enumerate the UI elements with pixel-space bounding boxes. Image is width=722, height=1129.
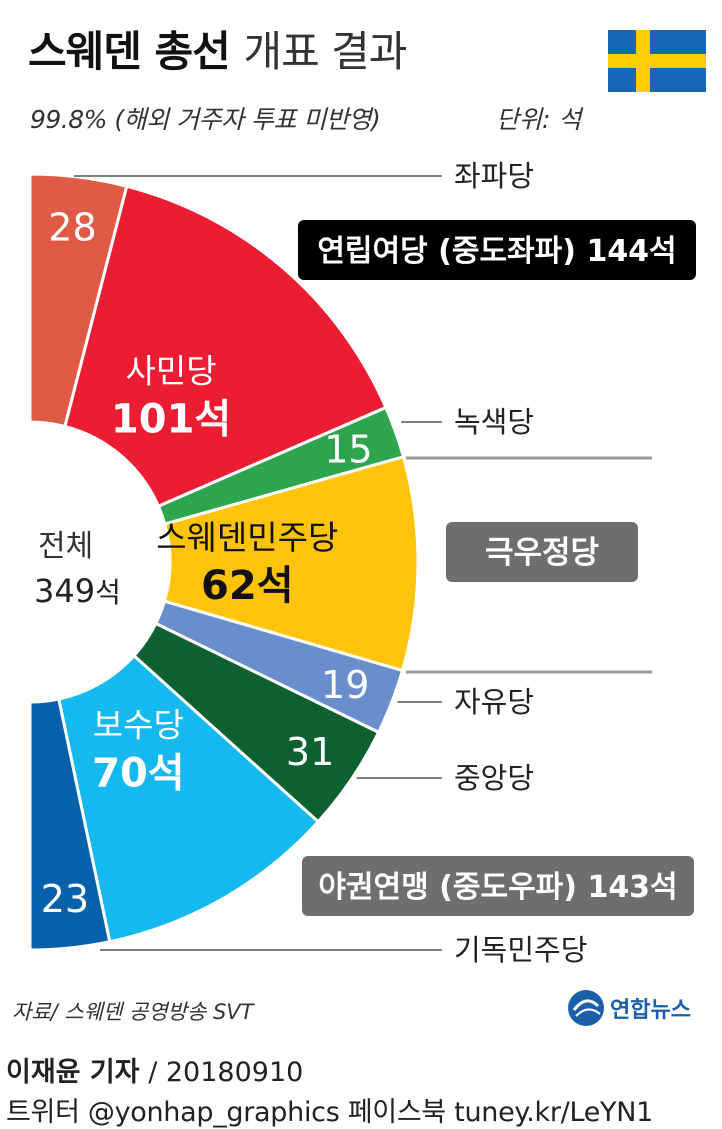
total-value: 349석 (34, 572, 121, 610)
bloc-badge: 야권연맹 (중도우파) 143석 (302, 856, 694, 916)
slice-labels: 28 사민당 101석 15 스웨덴민주당 62석 19 31 보수당 70석 23 전체 349석 (34, 206, 373, 922)
sweden-flag-icon (608, 30, 706, 92)
total-unit: 석 (95, 576, 121, 609)
reporter-name: 이재윤 기자 (6, 1057, 140, 1088)
slice-value-label: 31 (286, 730, 334, 774)
reporter-credit: 이재윤 기자 / 20180910 (6, 1050, 303, 1089)
bloc-badge: 극우정당 (446, 522, 638, 582)
slice-6 (57, 653, 321, 944)
source-note: 자료/ 스웨덴 공영방송 SVT (12, 1000, 254, 1024)
total-number: 349 (34, 572, 95, 610)
slice-name-label: 스웨덴민주당 (156, 518, 338, 557)
bloc-badge-label: 야권연맹 (중도우파) 143석 (318, 870, 677, 905)
reporter-date: / 20180910 (148, 1057, 304, 1088)
slice-value-label: 15 (324, 428, 372, 472)
slice-1 (63, 184, 388, 509)
globe-icon (568, 990, 604, 1026)
party-label: 기독민주당 (454, 933, 587, 967)
party-label: 자유당 (454, 685, 534, 719)
bloc-badge-bg (302, 856, 694, 916)
slice-name-label: 보수당 (93, 705, 184, 744)
party-label: 중앙당 (454, 761, 534, 795)
bloc-badge: 연립여당 (중도좌파) 144석 (298, 220, 696, 280)
slices (28, 172, 420, 952)
logo-text: 연합뉴스 (610, 997, 691, 1023)
party-label: 녹색당 (454, 405, 534, 439)
subtitle: 99.8% (해외 거주자 투표 미반영) (30, 105, 381, 134)
title-bold: 스웨덴 총선 (28, 27, 231, 76)
yonhap-logo: 연합뉴스 (568, 990, 691, 1026)
slice-value-label: 23 (41, 877, 89, 921)
slice-name-label: 사민당 (126, 352, 217, 391)
bloc-badge-label: 연립여당 (중도좌파) 144석 (317, 234, 676, 269)
slice-3 (162, 454, 420, 673)
bloc-badge-bg (446, 522, 638, 582)
page-title: 스웨덴 총선 개표 결과 (28, 18, 407, 79)
slice-value-label: 28 (48, 206, 96, 250)
total-label: 전체 (38, 529, 93, 564)
bloc-badge-label: 극우정당 (485, 535, 599, 571)
unit-label: 단위: 석 (496, 105, 582, 134)
slice-value-label: 19 (321, 663, 369, 707)
bloc-badge-bg (298, 220, 696, 280)
slice-value-label: 62석 (201, 563, 293, 609)
party-label: 좌파당 (454, 159, 534, 193)
title-light: 개표 결과 (243, 27, 407, 76)
slice-value-label: 101석 (111, 397, 231, 443)
social-links: 트위터 @yonhap_graphics 페이스북 tuney.kr/LeYN1 (6, 1097, 653, 1128)
slice-7 (28, 697, 112, 952)
slice-value-label: 70석 (92, 750, 184, 796)
seat-chart: 28사민당101석15스웨덴민주당62석1931보수당70석23전체349석좌파… (28, 159, 696, 967)
